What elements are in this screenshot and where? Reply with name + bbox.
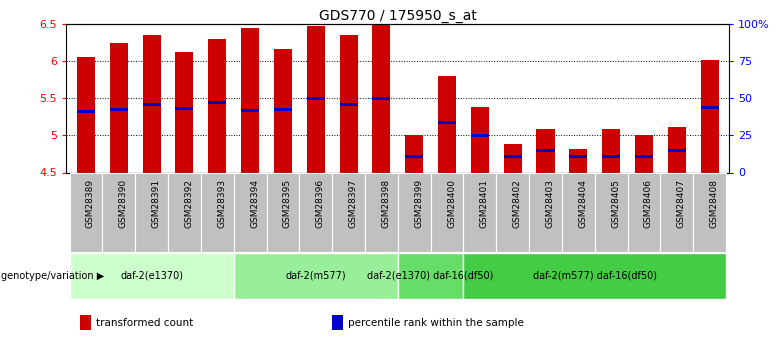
Bar xyxy=(208,39,226,172)
Text: GSM28403: GSM28403 xyxy=(545,179,555,228)
Bar xyxy=(569,155,587,158)
Text: GSM28390: GSM28390 xyxy=(119,179,128,228)
Bar xyxy=(471,107,489,172)
Bar xyxy=(431,172,463,252)
Bar xyxy=(463,253,726,299)
Bar xyxy=(562,172,594,252)
Bar xyxy=(496,172,529,252)
Bar xyxy=(668,127,686,172)
Bar xyxy=(69,253,234,299)
Bar xyxy=(405,155,424,158)
Text: GSM28392: GSM28392 xyxy=(184,179,193,228)
Text: genotype/variation ▶: genotype/variation ▶ xyxy=(1,271,104,281)
Bar xyxy=(176,107,193,110)
Text: transformed count: transformed count xyxy=(96,318,193,327)
Text: GSM28407: GSM28407 xyxy=(677,179,686,228)
Text: daf-2(m577) daf-16(df50): daf-2(m577) daf-16(df50) xyxy=(533,271,657,281)
Bar xyxy=(300,172,332,252)
Bar xyxy=(700,60,718,172)
Bar xyxy=(537,129,555,172)
Bar xyxy=(267,172,300,252)
Text: GSM28402: GSM28402 xyxy=(512,179,522,228)
Bar xyxy=(398,253,463,299)
Text: GSM28406: GSM28406 xyxy=(644,179,653,228)
Bar xyxy=(332,315,343,330)
Text: GSM28399: GSM28399 xyxy=(414,179,424,228)
Text: GSM28393: GSM28393 xyxy=(218,179,226,228)
Bar xyxy=(307,26,324,172)
Text: daf-2(e1370) daf-16(df50): daf-2(e1370) daf-16(df50) xyxy=(367,271,494,281)
Bar xyxy=(405,135,424,172)
Text: GSM28404: GSM28404 xyxy=(578,179,587,228)
Text: GSM28395: GSM28395 xyxy=(283,179,292,228)
Bar xyxy=(661,172,693,252)
Text: GSM28401: GSM28401 xyxy=(480,179,489,228)
Bar xyxy=(372,24,391,172)
Bar xyxy=(504,155,522,158)
Title: GDS770 / 175950_s_at: GDS770 / 175950_s_at xyxy=(319,9,477,23)
Text: percentile rank within the sample: percentile rank within the sample xyxy=(348,318,524,327)
Bar xyxy=(241,109,259,112)
Text: GSM28400: GSM28400 xyxy=(447,179,456,228)
Bar xyxy=(110,43,128,172)
Bar xyxy=(628,172,661,252)
Bar xyxy=(307,97,324,100)
Text: GSM28397: GSM28397 xyxy=(349,179,357,228)
Bar xyxy=(201,172,234,252)
Bar xyxy=(602,129,620,172)
Bar xyxy=(693,172,726,252)
Bar xyxy=(234,253,398,299)
Bar xyxy=(168,172,201,252)
Bar xyxy=(602,155,620,158)
Bar xyxy=(77,57,95,172)
Bar xyxy=(635,135,653,172)
Bar xyxy=(234,172,267,252)
Bar xyxy=(529,172,562,252)
Bar xyxy=(471,134,489,137)
Bar xyxy=(569,149,587,172)
Text: GSM28398: GSM28398 xyxy=(381,179,390,228)
Text: GSM28396: GSM28396 xyxy=(316,179,324,228)
Text: GSM28391: GSM28391 xyxy=(151,179,161,228)
Text: GSM28405: GSM28405 xyxy=(612,179,620,228)
Text: GSM28394: GSM28394 xyxy=(250,179,259,228)
Bar xyxy=(274,49,292,172)
Bar xyxy=(241,28,259,172)
Bar xyxy=(438,120,456,124)
Bar xyxy=(176,52,193,172)
Bar xyxy=(594,172,628,252)
Text: daf-2(e1370): daf-2(e1370) xyxy=(120,271,183,281)
Bar xyxy=(332,172,365,252)
Bar xyxy=(102,172,135,252)
Bar xyxy=(80,315,91,330)
Bar xyxy=(372,97,391,100)
Text: GSM28389: GSM28389 xyxy=(86,179,95,228)
Bar xyxy=(143,35,161,172)
Bar xyxy=(438,76,456,172)
Bar xyxy=(463,172,496,252)
Bar xyxy=(700,106,718,109)
Bar xyxy=(365,172,398,252)
Bar xyxy=(398,172,431,252)
Text: GSM28408: GSM28408 xyxy=(710,179,718,228)
Bar xyxy=(504,144,522,172)
Bar xyxy=(339,103,357,106)
Bar xyxy=(668,149,686,152)
Bar xyxy=(143,103,161,106)
Bar xyxy=(69,172,102,252)
Bar xyxy=(208,100,226,104)
Bar xyxy=(339,35,357,172)
Text: daf-2(m577): daf-2(m577) xyxy=(285,271,346,281)
Bar xyxy=(135,172,168,252)
Bar xyxy=(77,110,95,113)
Bar xyxy=(635,155,653,158)
Bar xyxy=(274,108,292,111)
Bar xyxy=(537,149,555,152)
Bar xyxy=(110,108,128,111)
